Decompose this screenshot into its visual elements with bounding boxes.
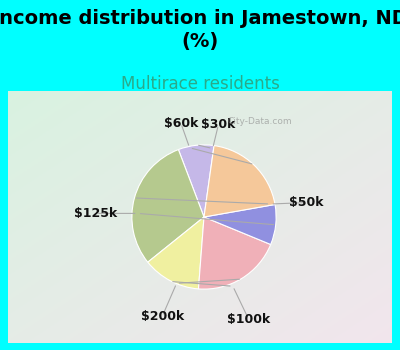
Wedge shape — [132, 149, 204, 262]
Wedge shape — [148, 217, 204, 289]
Text: $60k: $60k — [164, 117, 198, 130]
Wedge shape — [204, 204, 276, 245]
Text: $50k: $50k — [289, 196, 324, 209]
Text: $100k: $100k — [227, 313, 270, 326]
Text: City-Data.com: City-Data.com — [228, 117, 292, 126]
Wedge shape — [198, 217, 271, 289]
Text: $200k: $200k — [140, 310, 184, 323]
Wedge shape — [178, 145, 214, 217]
Text: $30k: $30k — [201, 118, 236, 131]
Text: Multirace residents: Multirace residents — [120, 75, 280, 93]
Wedge shape — [204, 146, 275, 217]
Text: Income distribution in Jamestown, ND
(%): Income distribution in Jamestown, ND (%) — [0, 9, 400, 51]
Text: $125k: $125k — [74, 207, 118, 220]
